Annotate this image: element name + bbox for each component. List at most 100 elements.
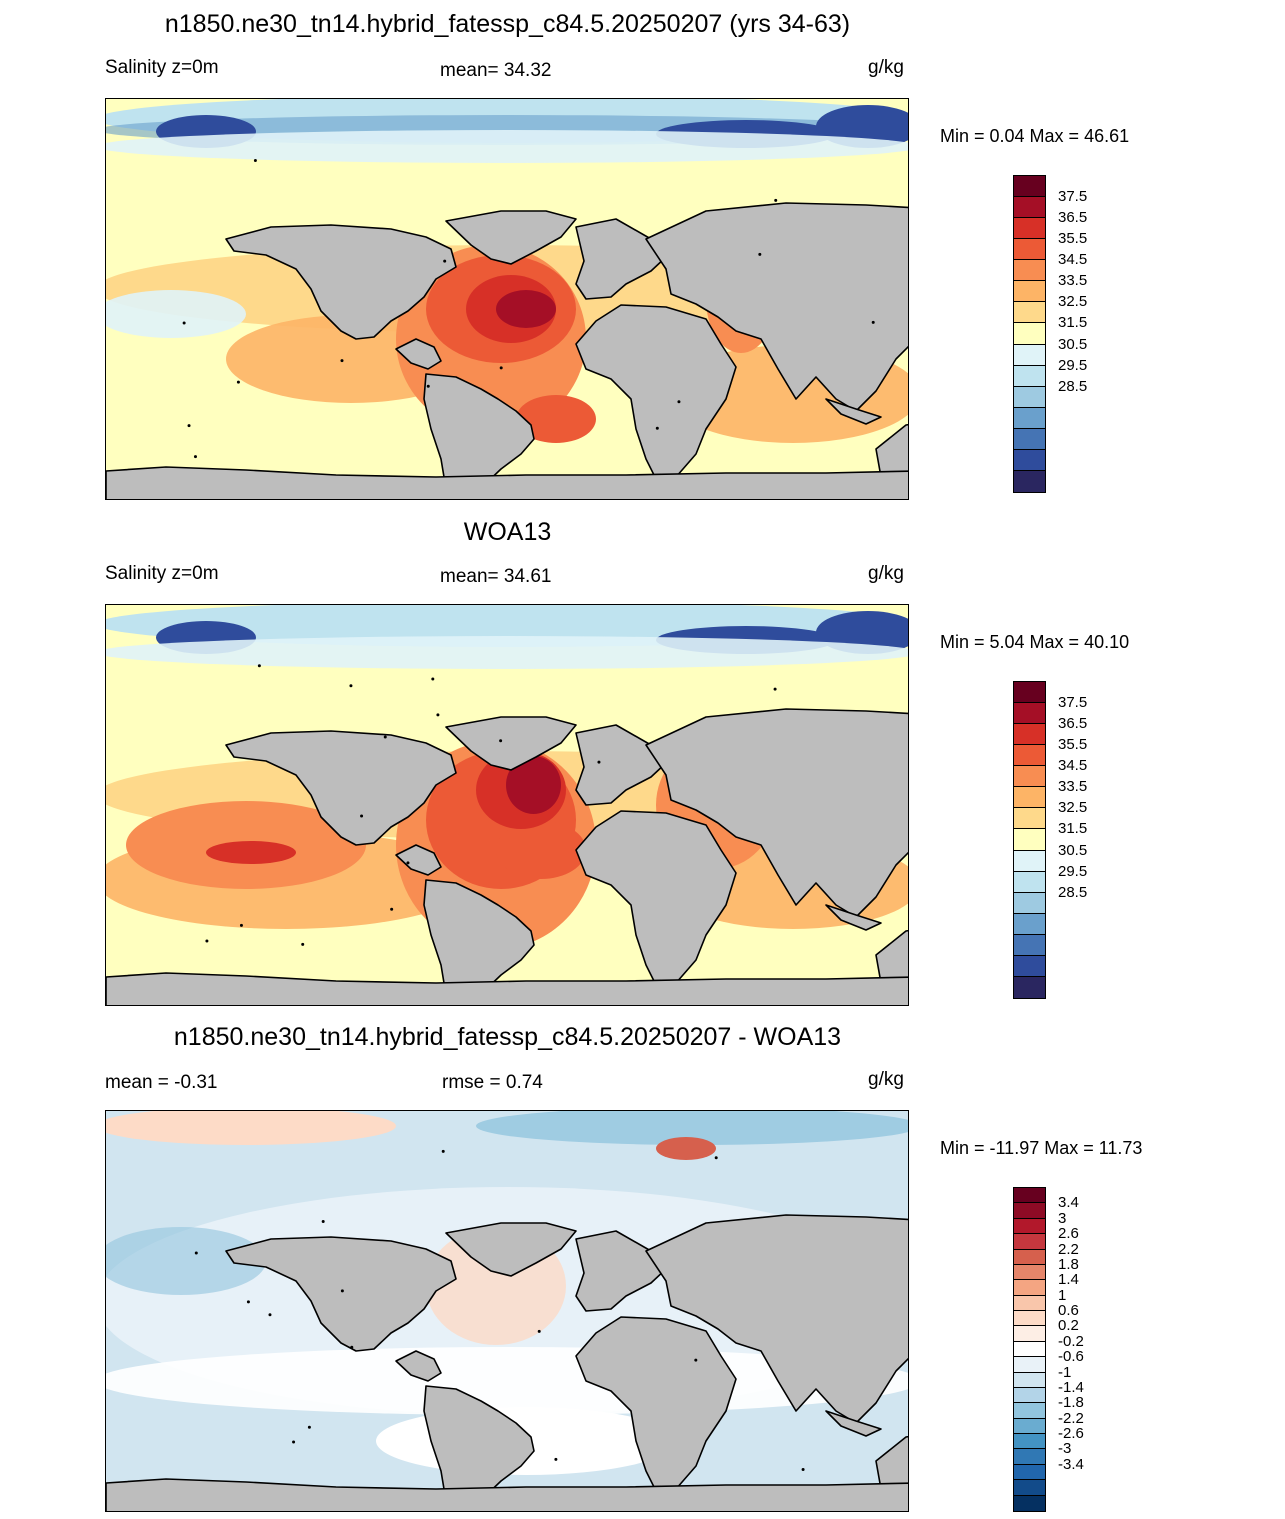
colorbar-swatch xyxy=(1014,260,1045,282)
colorbar-swatch xyxy=(1014,281,1045,303)
mean-label: mean= 34.32 xyxy=(440,60,552,81)
colorbar-swatch xyxy=(1014,323,1045,345)
colorbar-swatch xyxy=(1014,976,1045,998)
colorbar-swatch xyxy=(1014,449,1045,471)
units-label: g/kg xyxy=(868,57,904,78)
colorbar-swatch xyxy=(1014,745,1045,767)
colorbar-swatch xyxy=(1014,1234,1045,1250)
colorbar-swatch xyxy=(1014,197,1045,219)
colorbar xyxy=(1013,681,1046,999)
colorbar-tick-label: 2.6 xyxy=(1058,1225,1079,1243)
units-label: g/kg xyxy=(868,1069,904,1090)
colorbar-swatch xyxy=(1014,1434,1045,1450)
colorbar-swatch xyxy=(1014,955,1045,977)
colorbar-swatch xyxy=(1014,703,1045,725)
colorbar-tick-label: 33.5 xyxy=(1058,272,1088,290)
salinity-map-woa13 xyxy=(105,604,909,1006)
colorbar-swatch xyxy=(1014,176,1045,198)
colorbar-swatch xyxy=(1014,344,1045,366)
colorbar-swatch xyxy=(1014,365,1045,387)
colorbar-swatch xyxy=(1014,1480,1045,1496)
colorbar-swatch xyxy=(1014,470,1045,492)
colorbar-tick-label: 31.5 xyxy=(1058,820,1088,838)
colorbar-tick-label: -0.2 xyxy=(1058,1332,1084,1350)
colorbar-tick-label: 2.2 xyxy=(1058,1240,1079,1258)
colorbar-swatch xyxy=(1014,1264,1045,1281)
colorbar-tick-label: 35.5 xyxy=(1058,230,1088,248)
colorbar-tick-label: 36.5 xyxy=(1058,209,1088,227)
units-label: g/kg xyxy=(868,563,904,584)
colorbar-swatch xyxy=(1014,1387,1045,1404)
colorbar-tick-label: 0.2 xyxy=(1058,1317,1079,1335)
colorbar-tick-label: 1.4 xyxy=(1058,1271,1079,1289)
colorbar-swatch xyxy=(1014,1403,1045,1419)
colorbar-tick-label: 37.5 xyxy=(1058,694,1088,712)
colorbar-tick-label: 33.5 xyxy=(1058,778,1088,796)
colorbar-swatch xyxy=(1014,724,1045,746)
colorbar-tick-label: 35.5 xyxy=(1058,736,1088,754)
rmse-label: rmse = 0.74 xyxy=(442,1072,543,1093)
colorbar-swatch xyxy=(1014,1341,1045,1358)
colorbar-tick-label: -1.4 xyxy=(1058,1378,1084,1396)
colorbar-swatch xyxy=(1014,892,1045,914)
colorbar-swatch xyxy=(1014,1218,1045,1235)
colorbar-swatch xyxy=(1014,934,1045,956)
colorbar-tick-label: -2.2 xyxy=(1058,1409,1084,1427)
colorbar-swatch xyxy=(1014,302,1045,324)
min-max-label: Min = 5.04 Max = 40.10 xyxy=(940,632,1130,652)
colorbar-swatch xyxy=(1014,1418,1045,1434)
mean-label: mean= 34.61 xyxy=(440,566,552,587)
colorbar-tick-label: 1 xyxy=(1058,1286,1067,1304)
panel-title: n1850.ne30_tn14.hybrid_fatessp_c84.5.202… xyxy=(173,1023,842,1051)
colorbar-swatch xyxy=(1014,1280,1045,1296)
colorbar-tick-label: 32.5 xyxy=(1058,293,1088,311)
colorbar-swatch xyxy=(1014,1326,1045,1342)
colorbar-swatch xyxy=(1014,239,1045,261)
colorbar-tick-label: 30.5 xyxy=(1058,335,1088,353)
colorbar-tick-label: -3.4 xyxy=(1058,1455,1084,1473)
colorbar-tick-label: 30.5 xyxy=(1058,841,1088,859)
colorbar-tick-label: 36.5 xyxy=(1058,715,1088,733)
min-max-label: Min = 0.04 Max = 46.61 xyxy=(940,126,1130,146)
colorbar-swatch xyxy=(1014,1311,1045,1327)
colorbar-swatch xyxy=(1014,428,1045,450)
colorbar-tick-label: 1.8 xyxy=(1058,1255,1079,1273)
colorbar-swatch xyxy=(1014,808,1045,830)
colorbar xyxy=(1013,1187,1046,1512)
colorbar-tick-label: 3 xyxy=(1058,1209,1067,1227)
colorbar-swatch xyxy=(1014,1203,1045,1219)
colorbar-tick-label: -1 xyxy=(1058,1363,1072,1381)
min-max-label: Min = -11.97 Max = 11.73 xyxy=(940,1138,1143,1158)
colorbar-tick-label: 3.4 xyxy=(1058,1194,1079,1212)
colorbar-tick-label: 34.5 xyxy=(1058,757,1088,775)
colorbar-tick-label: -3 xyxy=(1058,1440,1072,1458)
colorbar-swatch xyxy=(1014,850,1045,872)
salinity-map-model xyxy=(105,98,909,500)
left-label: mean = -0.31 xyxy=(105,1072,218,1093)
colorbar-swatch xyxy=(1014,1357,1045,1373)
colorbar-tick-label: 29.5 xyxy=(1058,356,1088,374)
colorbar-swatch xyxy=(1014,829,1045,851)
colorbar-swatch xyxy=(1014,871,1045,893)
colorbar-tick-label: 28.5 xyxy=(1058,883,1088,901)
colorbar-tick-label: -2.6 xyxy=(1058,1425,1084,1443)
colorbar-tick-label: 29.5 xyxy=(1058,862,1088,880)
colorbar-swatch xyxy=(1014,913,1045,935)
panel-title: n1850.ne30_tn14.hybrid_fatessp_c84.5.202… xyxy=(164,10,851,38)
colorbar-swatch xyxy=(1014,766,1045,788)
colorbar-swatch xyxy=(1014,1449,1045,1465)
colorbar-tick-label: -1.8 xyxy=(1058,1394,1084,1412)
colorbar-tick-label: -0.6 xyxy=(1058,1348,1084,1366)
colorbar-swatch xyxy=(1014,1495,1045,1511)
colorbar-swatch xyxy=(1014,218,1045,240)
colorbar-swatch xyxy=(1014,787,1045,809)
colorbar-tick-label: 34.5 xyxy=(1058,251,1088,269)
salinity-diff-map xyxy=(105,1110,909,1512)
colorbar-swatch xyxy=(1014,1372,1045,1388)
colorbar-tick-label: 32.5 xyxy=(1058,799,1088,817)
colorbar xyxy=(1013,175,1046,493)
colorbar-swatch xyxy=(1014,682,1045,704)
panel-title: WOA13 xyxy=(463,518,552,546)
colorbar-swatch xyxy=(1014,1188,1045,1204)
colorbar-tick-label: 37.5 xyxy=(1058,188,1088,206)
